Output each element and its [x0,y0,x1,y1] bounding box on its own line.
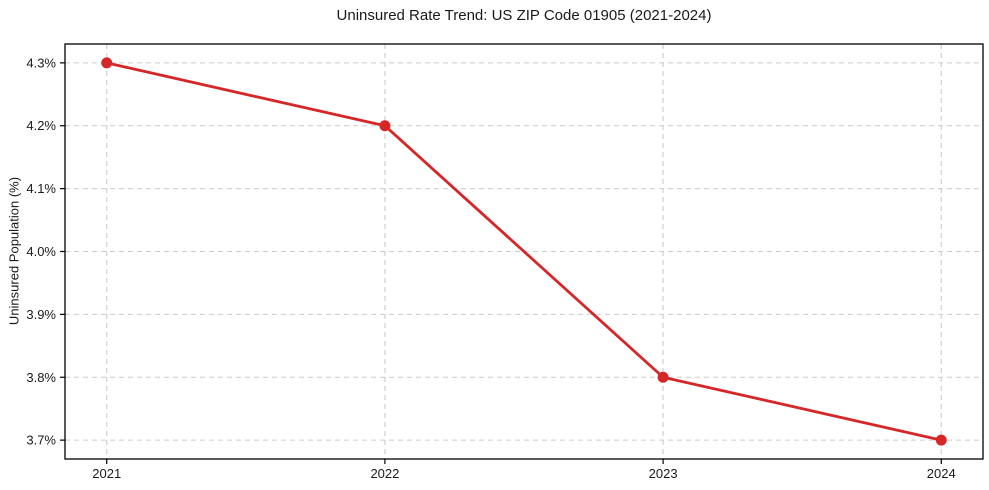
y-tick-label: 3.8% [26,370,56,385]
data-point-2022 [379,120,391,132]
y-tick-label: 3.9% [26,307,56,322]
chart-title: Uninsured Rate Trend: US ZIP Code 01905 … [336,7,712,24]
y-tick-label: 4.0% [26,244,56,259]
y-tick-label: 4.1% [26,181,56,196]
plot-border [64,43,984,460]
x-tick-label: 2022 [370,466,399,481]
data-point-2021 [101,57,113,69]
x-tick-label: 2023 [649,466,678,481]
data-point-2023 [657,371,669,383]
y-tick-label: 4.2% [26,118,56,133]
trend-line [105,61,943,442]
x-tick-label: 2024 [927,466,956,481]
data-point-2024 [935,434,947,446]
x-tick-label: 2021 [92,466,121,481]
y-tick-label: 3.7% [26,433,56,448]
y-tick-label: 4.3% [26,55,56,70]
